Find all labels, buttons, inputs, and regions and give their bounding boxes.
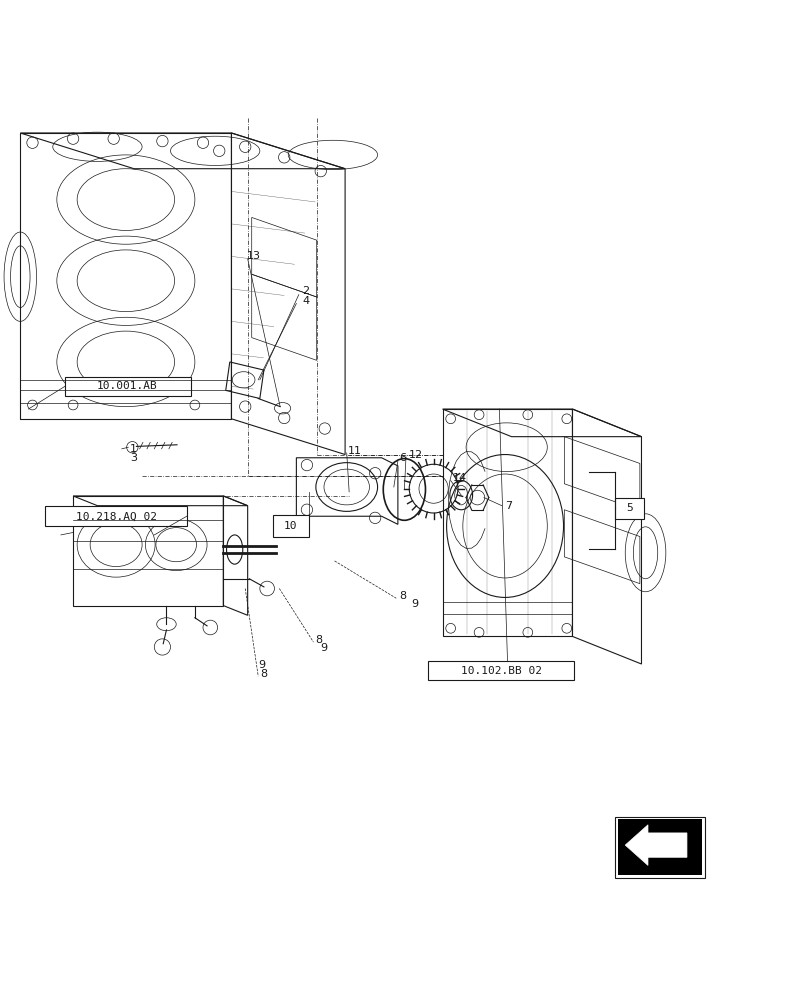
Bar [615,817,704,878]
Text: 13: 13 [247,251,260,261]
FancyBboxPatch shape [614,498,643,519]
Text: 4: 4 [302,296,309,306]
Text: 2: 2 [302,286,309,296]
Text: 6: 6 [399,453,406,463]
Text: 10.001.AB: 10.001.AB [97,381,157,391]
FancyBboxPatch shape [45,506,187,526]
Text: 8: 8 [260,669,267,679]
Text: 12: 12 [408,450,422,460]
Text: 14: 14 [453,473,466,483]
Text: 3: 3 [130,453,137,463]
Text: 5: 5 [625,503,632,513]
Text: 9: 9 [410,599,418,609]
FancyBboxPatch shape [65,377,191,396]
Text: 10: 10 [284,521,297,531]
Text: 8: 8 [399,591,406,601]
Text: 9: 9 [320,643,327,653]
Polygon shape [624,825,686,865]
Text: 10.218.AQ 02: 10.218.AQ 02 [75,511,157,521]
Text: 9: 9 [258,660,265,670]
Text: 7: 7 [504,501,512,511]
Text: 10.102.BB 02: 10.102.BB 02 [460,666,541,676]
FancyBboxPatch shape [272,515,308,537]
FancyBboxPatch shape [427,661,573,680]
Text: 8: 8 [315,635,322,645]
Text: 1: 1 [130,444,137,454]
Bar [617,819,702,875]
Text: 11: 11 [347,446,361,456]
